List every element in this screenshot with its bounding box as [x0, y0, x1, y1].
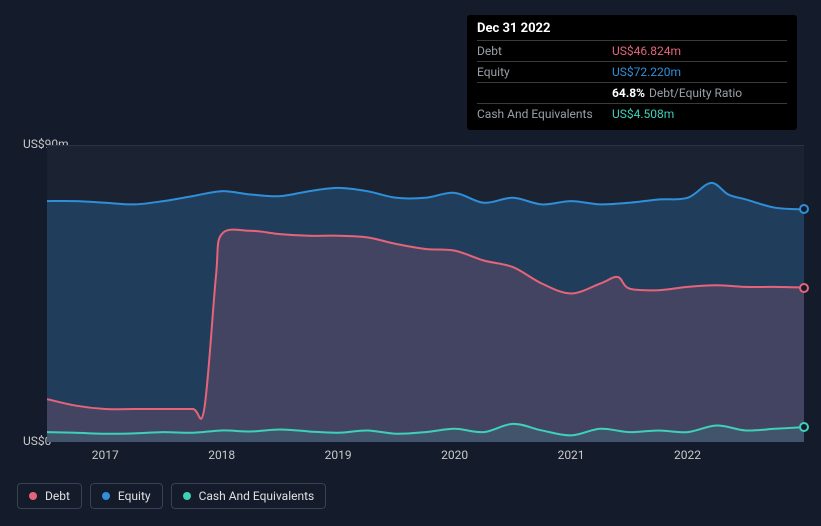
tooltip-row-label: Cash And Equivalents	[477, 107, 612, 121]
debt-endpoint-marker	[799, 283, 809, 293]
legend-label: Equity	[118, 489, 151, 503]
tooltip-row: 64.8% Debt/Equity Ratio	[477, 82, 787, 103]
x-axis-label: 2017	[92, 448, 119, 462]
legend-item-equity[interactable]: Equity	[90, 483, 163, 509]
cash-endpoint-marker	[799, 422, 809, 432]
equity-endpoint-marker	[799, 204, 809, 214]
tooltip-row-value: US$46.824m	[612, 44, 681, 58]
legend-item-debt[interactable]: Debt	[17, 483, 82, 509]
x-axis-labels: 2017 2018 2019 2020 2021 2022	[47, 448, 804, 466]
tooltip-row-suffix: Debt/Equity Ratio	[649, 86, 742, 100]
x-axis-label: 2021	[558, 448, 585, 462]
tooltip-row-label	[477, 86, 612, 100]
tooltip-row-value: 64.8%	[612, 86, 645, 100]
tooltip-row: EquityUS$72.220m	[477, 61, 787, 82]
equity-legend-dot	[102, 492, 110, 500]
chart-legend: Debt Equity Cash And Equivalents	[17, 483, 326, 509]
tooltip-row: Cash And EquivalentsUS$4.508m	[477, 103, 787, 124]
x-axis-label: 2019	[325, 448, 352, 462]
cash-legend-dot	[183, 492, 191, 500]
chart-tooltip: Dec 31 2022 DebtUS$46.824mEquityUS$72.22…	[467, 15, 797, 130]
tooltip-row-label: Debt	[477, 44, 612, 58]
tooltip-row-label: Equity	[477, 65, 612, 79]
tooltip-row-value: US$72.220m	[612, 65, 681, 79]
tooltip-date: Dec 31 2022	[477, 21, 787, 36]
legend-label: Debt	[45, 489, 70, 503]
x-axis-label: 2018	[208, 448, 235, 462]
legend-label: Cash And Equivalents	[199, 489, 315, 503]
debt-legend-dot	[29, 492, 37, 500]
x-axis-label: 2020	[441, 448, 468, 462]
chart-svg	[47, 145, 804, 442]
x-axis-label: 2022	[674, 448, 701, 462]
tooltip-row: DebtUS$46.824m	[477, 40, 787, 61]
legend-item-cash[interactable]: Cash And Equivalents	[171, 483, 327, 509]
tooltip-row-value: US$4.508m	[612, 107, 674, 121]
chart-plot-area[interactable]	[47, 145, 804, 442]
